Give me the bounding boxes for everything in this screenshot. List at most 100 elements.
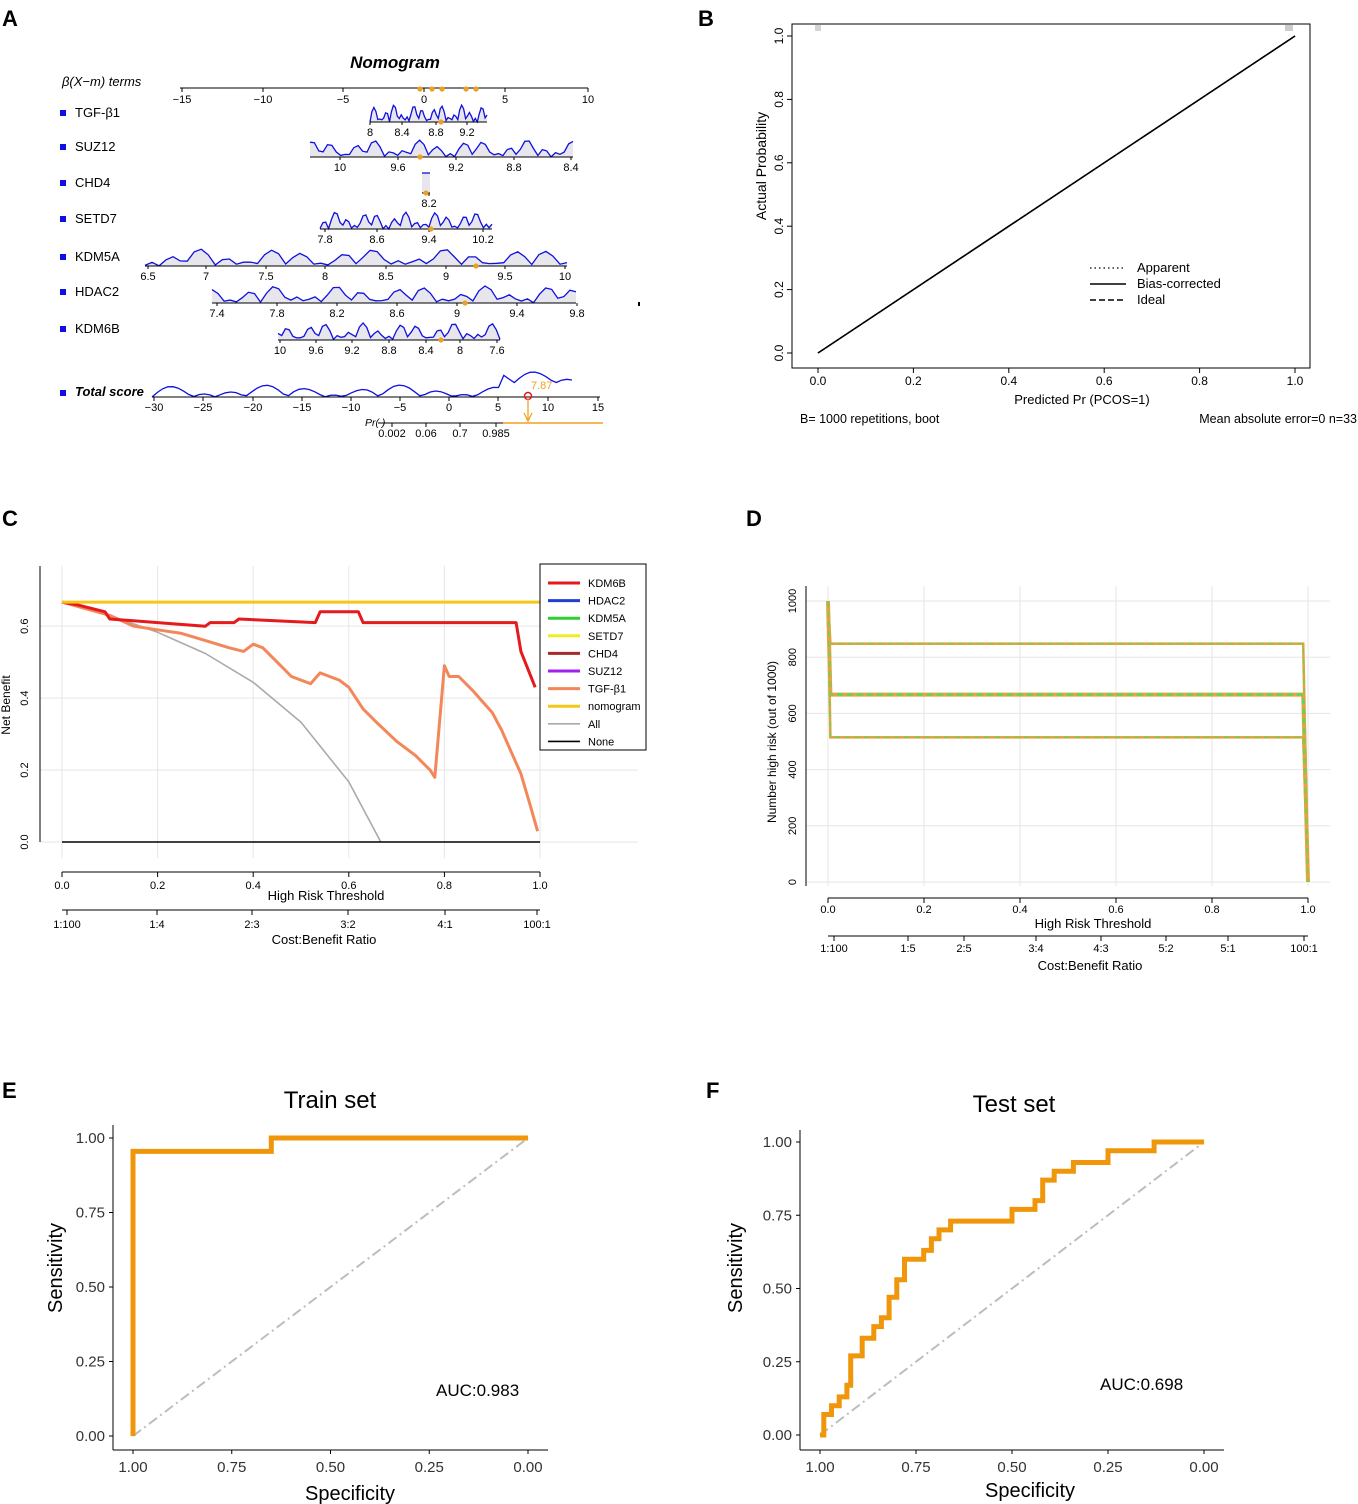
variable-axis-tick-label: 8: [367, 127, 373, 139]
variable-axis-tick-label: 8.4: [418, 345, 433, 357]
roc-y-tick-label: 0.75: [763, 1207, 792, 1224]
impact-y-tick-label: 200: [787, 817, 799, 835]
dca-legend-label: TGF-β1: [588, 684, 626, 696]
total-score-marker-label: 7.87: [531, 380, 552, 392]
dca-plot-area: [40, 566, 638, 858]
dca-legend-label: KDM5A: [588, 613, 627, 625]
variable-density-curve: [319, 211, 493, 231]
impact-ratio-tick-label: 3:4: [1028, 943, 1043, 955]
total-score-density-curve: [151, 371, 573, 398]
total-score-tick-label: 5: [495, 402, 501, 414]
variable-axis-tick-label: 8.2: [329, 308, 344, 320]
train-auc-label: AUC:0.983: [436, 1381, 519, 1400]
probability-tick-label: 0.06: [415, 428, 436, 440]
dca-legend: KDM6B HDAC2 KDM5A SETD7 CHD4 SUZ12 TGF-β1 nomog…: [539, 563, 647, 751]
panel-a-letter: A: [2, 6, 18, 31]
dca-x-tick-label: 0.6: [341, 880, 356, 892]
points-axis-label: β(X−m) terms: [61, 74, 142, 89]
roc-x-tick-label: 0.50: [997, 1459, 1026, 1476]
variable-value-marker: [438, 337, 444, 343]
variable-density-fill: [422, 173, 430, 193]
dca-x-tick-label: 0.4: [246, 880, 261, 892]
variable-bullet: [60, 326, 66, 332]
roc-x-tick-label: 0.00: [1189, 1459, 1218, 1476]
roc-y-tick-label: 0.50: [763, 1281, 792, 1298]
variable-density-curve: [277, 322, 501, 341]
impact-x-tick-label: 1.0: [1300, 904, 1315, 916]
dca-legend-label: nomogram: [588, 701, 641, 713]
impact-ratio-tick-label: 2:5: [956, 943, 971, 955]
dca-y-tick-label: 0.2: [19, 762, 31, 777]
variable-axis-tick-label: 6.5: [140, 271, 155, 283]
dca-legend-label: All: [588, 719, 600, 731]
calibration-plot-frame: [791, 23, 1311, 369]
dca-ratio-tick-label: 2:3: [244, 919, 259, 931]
nomogram-rows: −15 −10 −5 0 5 10 TGF-β1 8 8.4 8.8 9.2 SUZ12 10 9.6 9.…: [60, 86, 640, 440]
calibration-y-tick-label: 0.8: [772, 91, 786, 108]
panel-f: F Test set 0.000.250.500.751.001.00 0.75 0…: [706, 1078, 1224, 1502]
dca-y-tick-label: 0.4: [19, 690, 31, 705]
dca-legend-label: HDAC2: [588, 596, 625, 608]
panel-a: A Nomogram β(X−m) terms −15 −10 −5 0 5 10 TGF-…: [2, 6, 640, 440]
dca-ratio-label: Cost:Benefit Ratio: [272, 932, 377, 947]
variable-density-curve: [144, 248, 568, 267]
variable-axis-tick-label: 8.4: [394, 127, 409, 139]
points-marker: [463, 86, 469, 92]
variable-label: CHD4: [75, 175, 110, 190]
test-roc-plot: 0.00 0.25 0.50 0.75 1.00 1.00 0.75 0.50 0.25 0.00: [763, 1130, 1224, 1476]
total-score-tick-label: 10: [542, 402, 554, 414]
variable-axis-tick-label: 8.6: [389, 308, 404, 320]
roc-y-tick-label: 0.00: [763, 1427, 792, 1444]
panel-f-letter: F: [706, 1078, 719, 1103]
variable-bullet: [60, 110, 66, 116]
dca-ratio-tick-label: 3:2: [340, 919, 355, 931]
variable-density-curve: [211, 285, 577, 304]
variable-density-fill: [278, 323, 500, 340]
impact-ratio-tick-label: 5:2: [1158, 943, 1173, 955]
test-roc-y-label: Sensitivity: [725, 1223, 747, 1313]
variable-density-fill: [145, 249, 567, 266]
variable-axis-tick-label: 8.4: [563, 162, 578, 174]
variable-axis-tick-label: 9.8: [569, 308, 584, 320]
panel-c-letter: C: [2, 506, 18, 531]
variable-value-marker: [423, 190, 429, 196]
points-axis-tick-label: −15: [173, 94, 192, 106]
roc-x-tick-label: 0.75: [901, 1459, 930, 1476]
impact-y-tick-label: 400: [787, 760, 799, 778]
points-marker: [439, 86, 445, 92]
variable-axis-tick-label: 9.6: [390, 162, 405, 174]
variable-density-curve: [309, 139, 574, 158]
panel-b: B 0.0 0.0 0.2 0.2 0.4 0.4 0.6 0.6 0.8 0.8 1.0 1.0 A…: [698, 6, 1357, 426]
variable-axis-tick-label: 8.8: [428, 127, 443, 139]
dca-ratio-tick-label: 4:1: [437, 919, 452, 931]
calibration-x-tick-label: 0.6: [1096, 374, 1113, 388]
variable-axis-tick-label: 8: [322, 271, 328, 283]
dca-legend-box: [539, 563, 647, 751]
impact-x-tick-label: 0.6: [1108, 904, 1123, 916]
dca-y-label: Net Benefit: [0, 675, 13, 735]
points-axis-tick-label: 0: [421, 94, 427, 106]
nomogram-title: Nomogram: [350, 53, 440, 72]
roc-x-tick-label: 1.00: [118, 1459, 147, 1476]
variable-axis-tick-label: 9.2: [459, 127, 474, 139]
train-roc-y-label: Sensitivity: [45, 1223, 67, 1313]
roc-y-tick-label: 1.00: [76, 1130, 105, 1147]
points-axis-tick-label: 10: [582, 94, 594, 106]
impact-y-tick-label: 1000: [787, 589, 799, 613]
variable-axis-tick-label: 9.4: [421, 234, 436, 246]
variable-label: KDM5A: [75, 249, 120, 264]
variable-value-marker: [473, 263, 479, 269]
probability-tick-label: 0.002: [378, 428, 406, 440]
calibration-plot: 0.0 0.0 0.2 0.2 0.4 0.4 0.6 0.6 0.8 0.8 1.0 1.0: [772, 25, 1304, 388]
dca-legend-label: SETD7: [588, 631, 623, 643]
variable-bullet: [60, 289, 66, 295]
dca-y-tick-label: 0.0: [19, 834, 31, 849]
variable-axis-tick-label: 9: [443, 271, 449, 283]
test-roc-x-label: Specificity: [985, 1480, 1075, 1502]
total-score-arrow: [523, 412, 533, 423]
points-axis-tick-label: −10: [254, 94, 273, 106]
variable-label: TGF-β1: [75, 105, 120, 120]
calibration-y-tick-label: 0.4: [772, 218, 786, 235]
variable-value-marker: [417, 154, 423, 160]
roc-curve: [820, 1139, 1204, 1438]
